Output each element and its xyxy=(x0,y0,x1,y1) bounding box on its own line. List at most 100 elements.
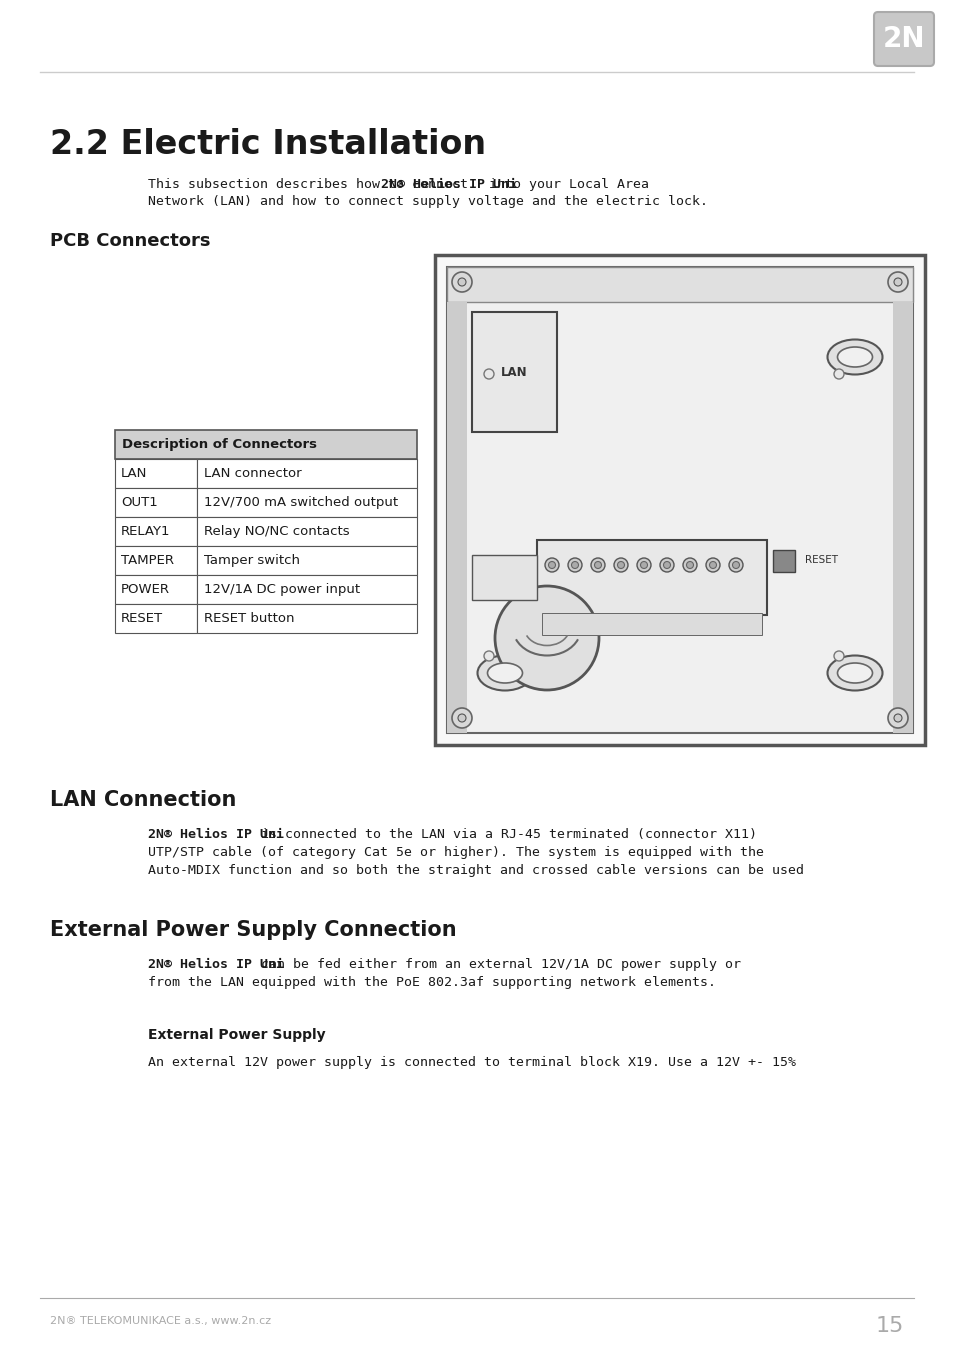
Circle shape xyxy=(686,562,693,568)
Text: 2.2 Electric Installation: 2.2 Electric Installation xyxy=(50,128,486,161)
Circle shape xyxy=(893,278,901,286)
Text: UTP/STP cable (of category Cat 5e or higher). The system is equipped with the: UTP/STP cable (of category Cat 5e or hig… xyxy=(148,846,763,859)
Bar xyxy=(772,549,794,572)
Circle shape xyxy=(548,562,555,568)
Text: is connected to the LAN via a RJ-45 terminated (connector X11): is connected to the LAN via a RJ-45 term… xyxy=(253,828,757,841)
Bar xyxy=(447,267,912,302)
Circle shape xyxy=(709,562,716,568)
Circle shape xyxy=(659,558,673,572)
Text: LAN: LAN xyxy=(500,366,527,378)
Bar xyxy=(115,517,196,545)
Bar xyxy=(196,517,416,545)
Circle shape xyxy=(614,558,627,572)
Circle shape xyxy=(728,558,742,572)
Circle shape xyxy=(457,714,465,722)
Circle shape xyxy=(637,558,650,572)
Bar xyxy=(435,255,924,745)
Bar xyxy=(537,540,766,616)
Text: Network (LAN) and how to connect supply voltage and the electric lock.: Network (LAN) and how to connect supply … xyxy=(148,194,707,208)
Text: TAMPER: TAMPER xyxy=(121,554,173,567)
Bar xyxy=(115,545,196,575)
Text: OUT1: OUT1 xyxy=(121,495,157,509)
Ellipse shape xyxy=(826,656,882,690)
Bar xyxy=(472,312,557,432)
Text: RESET button: RESET button xyxy=(204,612,294,625)
Text: 12V/1A DC power input: 12V/1A DC power input xyxy=(204,583,359,595)
Text: 15: 15 xyxy=(875,1316,903,1336)
Text: An external 12V power supply is connected to terminal block X19. Use a 12V +- 15: An external 12V power supply is connecte… xyxy=(148,1056,795,1069)
Bar xyxy=(447,302,467,733)
Ellipse shape xyxy=(477,656,532,690)
Bar xyxy=(472,555,537,599)
Circle shape xyxy=(452,707,472,728)
Ellipse shape xyxy=(837,663,872,683)
Bar xyxy=(196,545,416,575)
Ellipse shape xyxy=(487,347,522,367)
Text: from the LAN equipped with the PoE 802.3af supporting network elements.: from the LAN equipped with the PoE 802.3… xyxy=(148,976,716,990)
Circle shape xyxy=(594,562,601,568)
Bar xyxy=(447,267,912,302)
Bar xyxy=(196,575,416,603)
Text: RESET: RESET xyxy=(121,612,163,625)
Text: into your Local Area: into your Local Area xyxy=(481,178,649,190)
Bar xyxy=(196,603,416,633)
Circle shape xyxy=(457,278,465,286)
Text: 12V/700 mA switched output: 12V/700 mA switched output xyxy=(204,495,397,509)
Text: 2N: 2N xyxy=(882,26,924,53)
Circle shape xyxy=(483,651,494,661)
Ellipse shape xyxy=(826,339,882,374)
Text: Description of Connectors: Description of Connectors xyxy=(122,437,316,451)
Text: 2N® TELEKOMUNIKACE a.s., www.2n.cz: 2N® TELEKOMUNIKACE a.s., www.2n.cz xyxy=(50,1316,271,1326)
Text: External Power Supply Connection: External Power Supply Connection xyxy=(50,919,456,940)
Circle shape xyxy=(483,369,494,379)
Circle shape xyxy=(452,271,472,292)
Text: 2N® Helios IP Uni: 2N® Helios IP Uni xyxy=(148,958,284,971)
Circle shape xyxy=(732,562,739,568)
Circle shape xyxy=(887,271,907,292)
Bar xyxy=(447,267,912,733)
Bar xyxy=(196,487,416,517)
Ellipse shape xyxy=(487,663,522,683)
Text: RESET: RESET xyxy=(804,555,837,566)
Text: LAN Connection: LAN Connection xyxy=(50,790,236,810)
Text: PCB Connectors: PCB Connectors xyxy=(50,232,211,250)
Bar xyxy=(115,487,196,517)
Bar xyxy=(892,302,912,733)
Circle shape xyxy=(887,707,907,728)
Text: External Power Supply: External Power Supply xyxy=(148,1027,325,1042)
Circle shape xyxy=(639,562,647,568)
Circle shape xyxy=(590,558,604,572)
Circle shape xyxy=(705,558,720,572)
Bar xyxy=(115,431,416,459)
Text: LAN connector: LAN connector xyxy=(204,467,301,481)
Circle shape xyxy=(682,558,697,572)
Circle shape xyxy=(662,562,670,568)
Bar xyxy=(196,459,416,487)
Bar xyxy=(115,603,196,633)
Text: LAN: LAN xyxy=(121,467,147,481)
Circle shape xyxy=(544,558,558,572)
Text: POWER: POWER xyxy=(121,583,170,595)
Bar xyxy=(115,575,196,603)
Circle shape xyxy=(495,586,598,690)
Text: 2N® Helios IP Uni: 2N® Helios IP Uni xyxy=(148,828,284,841)
Ellipse shape xyxy=(477,339,532,374)
Circle shape xyxy=(833,651,843,661)
Bar xyxy=(115,459,196,487)
Text: 2N® Helios IP Uni: 2N® Helios IP Uni xyxy=(380,178,517,190)
Circle shape xyxy=(833,369,843,379)
Text: Auto-MDIX function and so both the straight and crossed cable versions can be us: Auto-MDIX function and so both the strai… xyxy=(148,864,803,878)
Bar xyxy=(541,613,761,634)
Ellipse shape xyxy=(837,347,872,367)
Text: Tamper switch: Tamper switch xyxy=(204,554,299,567)
Circle shape xyxy=(893,714,901,722)
Text: Relay NO/NC contacts: Relay NO/NC contacts xyxy=(204,525,349,539)
Text: This subsection describes how to connect: This subsection describes how to connect xyxy=(148,178,476,190)
Text: can be fed either from an external 12V/1A DC power supply or: can be fed either from an external 12V/1… xyxy=(253,958,740,971)
Bar xyxy=(435,255,924,745)
Text: RELAY1: RELAY1 xyxy=(121,525,171,539)
Circle shape xyxy=(567,558,581,572)
FancyBboxPatch shape xyxy=(873,12,933,66)
Circle shape xyxy=(571,562,578,568)
Circle shape xyxy=(617,562,624,568)
